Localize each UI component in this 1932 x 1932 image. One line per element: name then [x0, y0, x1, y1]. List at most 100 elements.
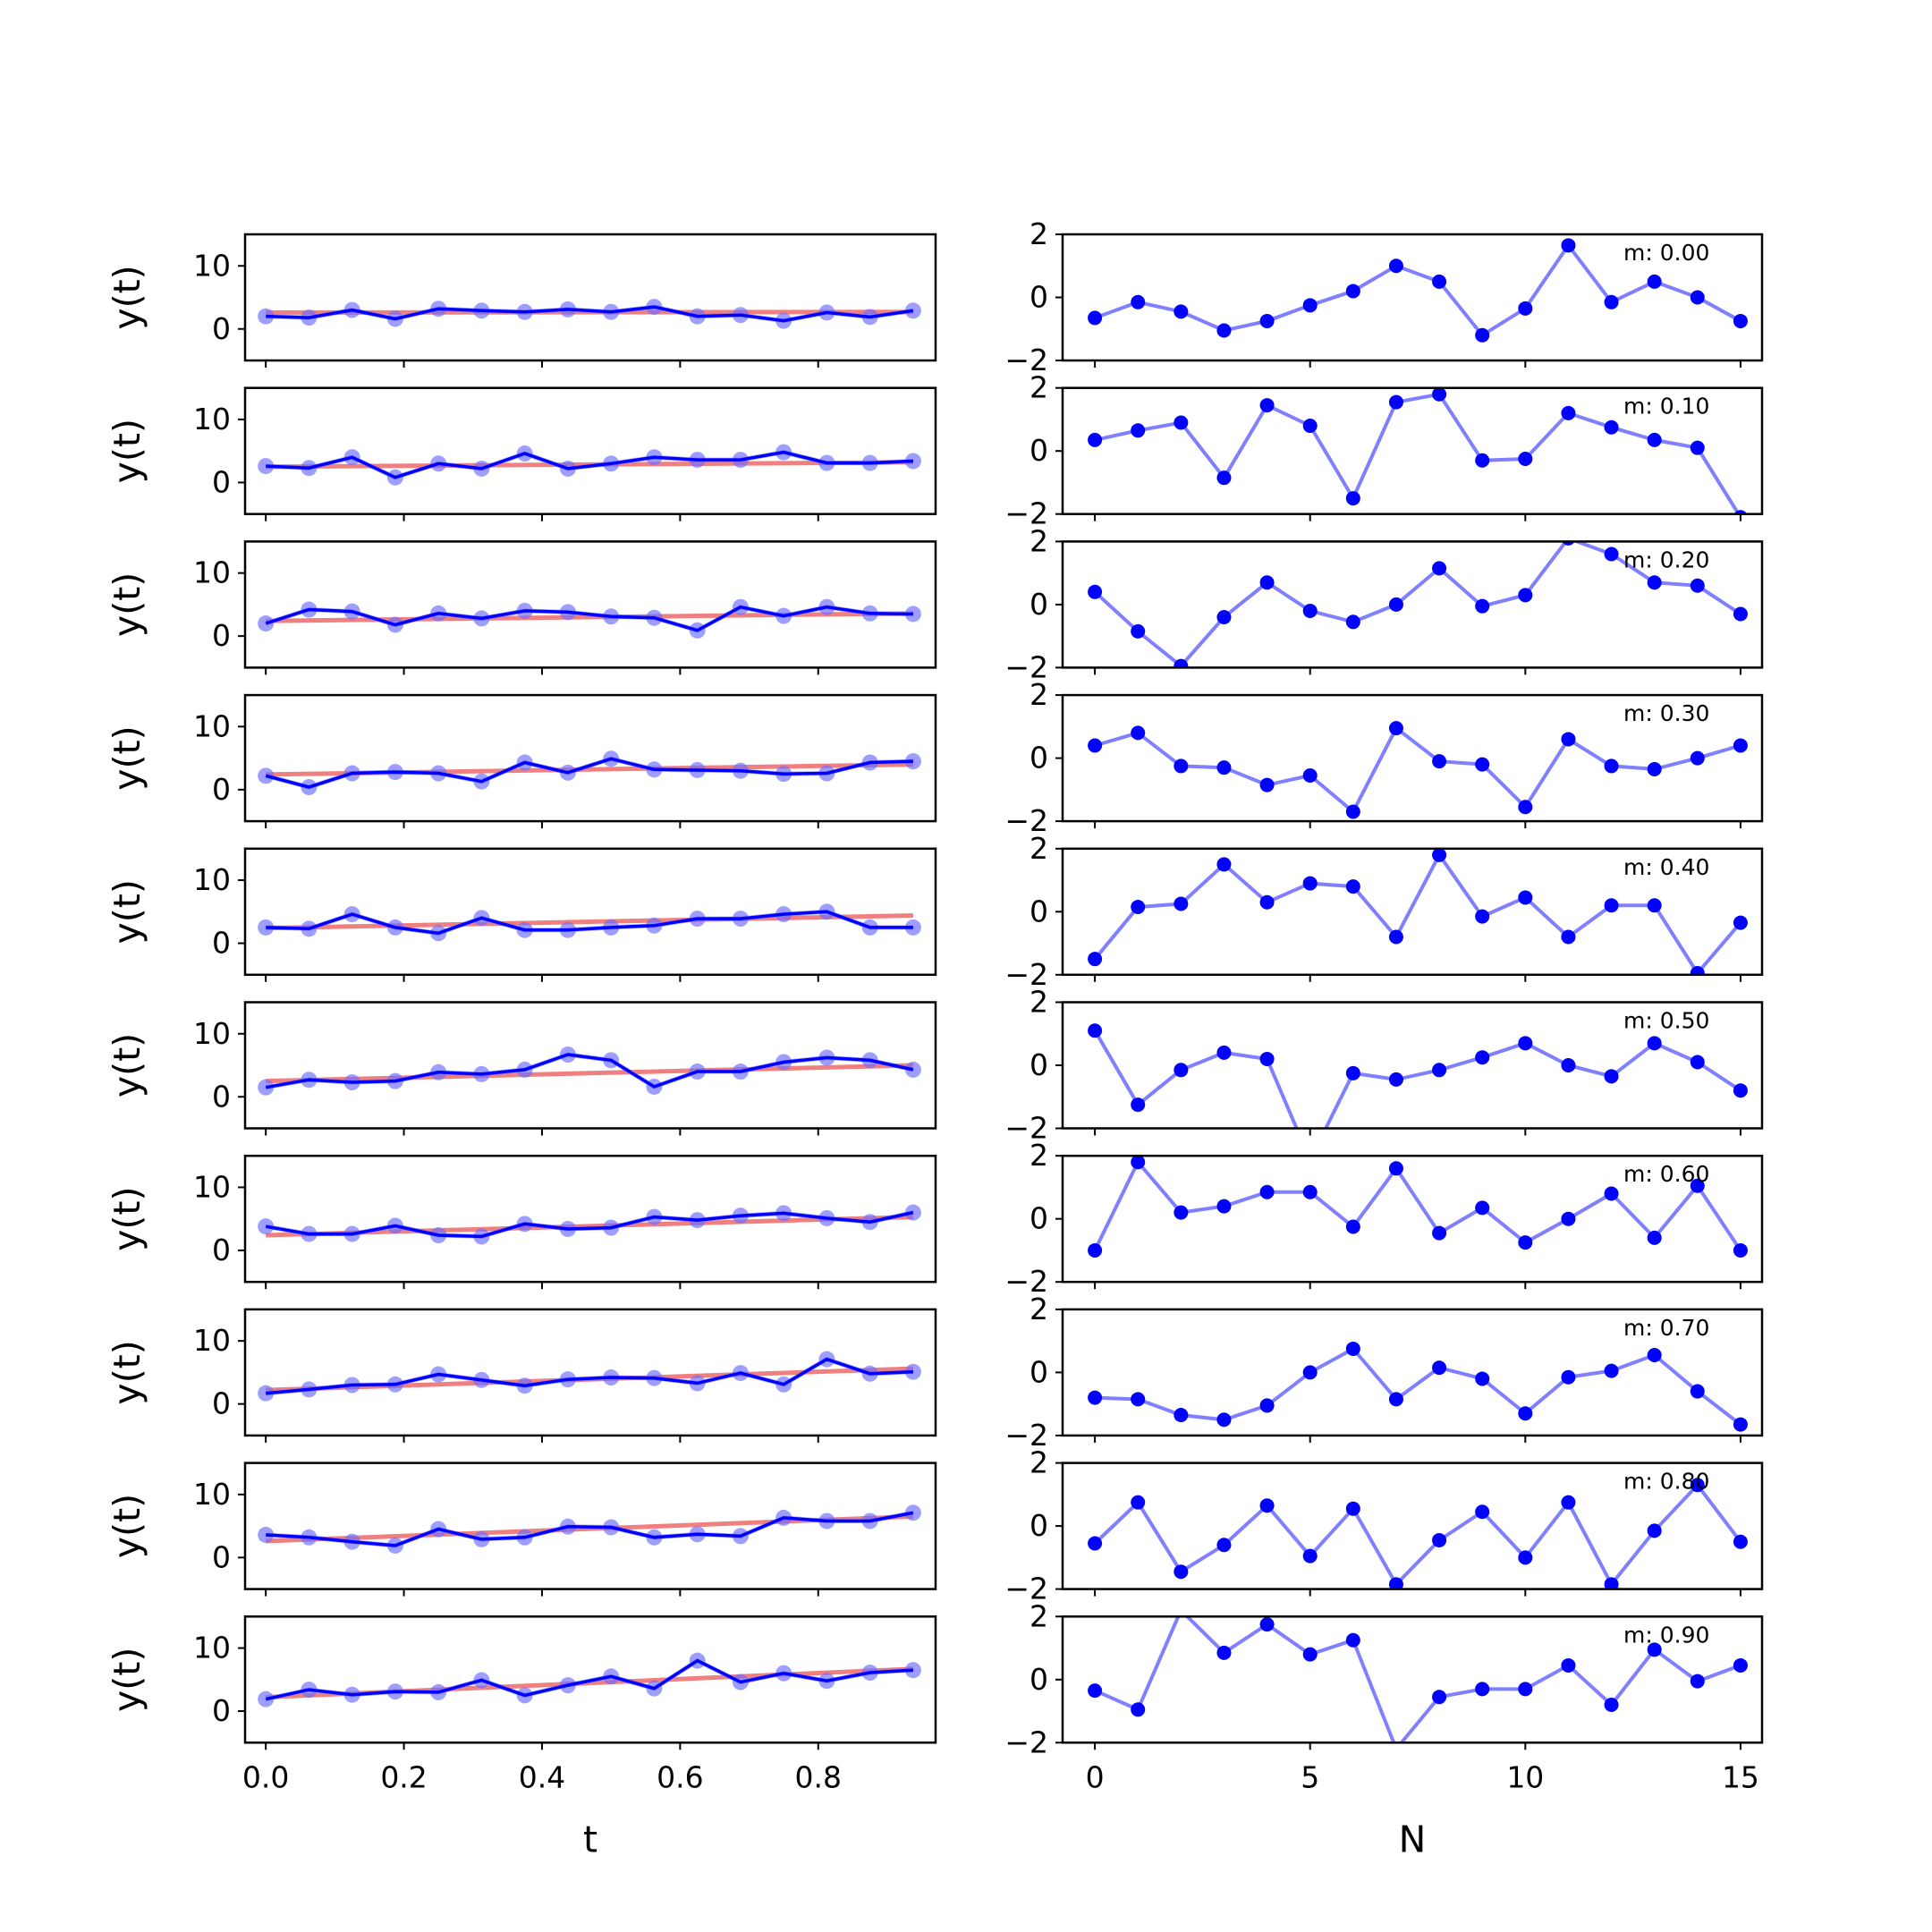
m-annotation: m: 0.40 — [1623, 854, 1709, 880]
residual-panel-4: 2 0 −2 m: 0.40 — [1004, 831, 1764, 992]
y-tick-label: 2 — [1030, 1598, 1048, 1633]
plot-frame — [243, 540, 937, 669]
y-tick-label: −2 — [1004, 1724, 1048, 1759]
y-tick-label: 0 — [212, 464, 231, 499]
residual-point — [1604, 419, 1619, 435]
y-tick-label: 2 — [1030, 216, 1048, 251]
residual-point — [1647, 575, 1662, 590]
plot-frame — [243, 1308, 937, 1437]
residual-point — [1174, 1063, 1189, 1078]
residual-point — [1733, 1534, 1748, 1549]
residual-point — [1088, 1390, 1103, 1405]
m-annotation: m: 0.80 — [1623, 1469, 1709, 1495]
residual-point — [1604, 1186, 1619, 1201]
signal-panel-1: 0 10 y(t) — [106, 386, 937, 521]
data-line — [265, 1210, 914, 1239]
residual-point — [1345, 1632, 1360, 1648]
data-point — [258, 1690, 275, 1707]
signal-panel-4: 0 10 y(t) — [106, 847, 937, 982]
x-tick-label: 0.6 — [657, 1759, 703, 1794]
residual-point — [1174, 415, 1189, 430]
y-tick-label: 10 — [193, 862, 231, 897]
residual-point — [1259, 575, 1275, 590]
residual-point — [1259, 1184, 1275, 1199]
y-tick-label: 0 — [212, 1539, 231, 1574]
residual-line — [1094, 725, 1741, 815]
y-axis-label: y(t) — [106, 1187, 148, 1251]
residual-point — [1088, 1023, 1103, 1038]
y-tick-label: 0 — [1030, 1047, 1048, 1082]
residual-point — [1302, 1548, 1318, 1563]
residual-point — [1345, 284, 1360, 299]
x-axis-label-n: N — [1399, 1818, 1427, 1860]
data-point — [904, 606, 921, 623]
residual-series — [1088, 1156, 1748, 1258]
plot-frame — [243, 1462, 937, 1590]
residual-point — [1131, 1156, 1146, 1170]
residual-series — [1088, 1616, 1748, 1743]
data-line — [266, 910, 913, 936]
y-tick-label: 10 — [193, 1169, 231, 1204]
residual-point — [1088, 738, 1103, 753]
residual-point — [1088, 432, 1103, 447]
y-tick-label: 10 — [193, 1631, 231, 1665]
data-line — [266, 305, 914, 323]
residual-point — [1647, 761, 1662, 776]
residual-point — [1345, 1501, 1360, 1516]
fit-line — [266, 913, 913, 931]
residual-panel-6: 2 0 −2 m: 0.60 — [1004, 1138, 1764, 1299]
residual-point — [1733, 1083, 1748, 1098]
residual-point — [1388, 1161, 1403, 1176]
residual-point — [1131, 1495, 1146, 1510]
y-tick-label: 0 — [1030, 587, 1048, 622]
plot-frame — [1061, 1308, 1764, 1437]
residual-point — [1088, 952, 1103, 967]
residual-point — [1561, 732, 1576, 747]
y-tick-label: 0 — [212, 1386, 231, 1421]
residual-point — [1131, 725, 1146, 741]
residual-series — [1088, 1478, 1748, 1589]
residual-line — [1094, 242, 1741, 338]
residual-point — [1131, 1702, 1146, 1717]
y-tick-label: 0 — [1030, 1508, 1048, 1543]
x-tick-label: 10 — [1506, 1759, 1544, 1794]
residual-point — [1432, 1690, 1447, 1705]
fit-line — [266, 1063, 913, 1084]
residual-point — [1216, 1199, 1232, 1214]
y-tick-label: 2 — [1030, 677, 1048, 712]
y-tick-label: −2 — [1004, 957, 1048, 992]
residual-point — [1604, 1577, 1619, 1589]
residual-point — [1518, 1036, 1533, 1051]
y-tick-label: −2 — [1004, 343, 1048, 377]
data-line — [265, 605, 913, 632]
residual-point — [1302, 1184, 1318, 1199]
residual-point — [1733, 606, 1748, 622]
residual-point — [1604, 898, 1619, 913]
plot-frame — [1061, 1615, 1764, 1744]
residual-point — [1604, 758, 1619, 774]
residual-point — [1302, 419, 1318, 433]
y-tick-label: 0 — [212, 1693, 231, 1728]
residual-point — [1604, 294, 1619, 309]
y-axis-label: y(t) — [106, 879, 148, 944]
residual-point — [1259, 777, 1275, 792]
y-tick-label: −2 — [1004, 1572, 1048, 1606]
residual-point — [1647, 1036, 1662, 1051]
residual-point — [1475, 453, 1490, 468]
residual-point — [1690, 750, 1705, 766]
residual-point — [1345, 491, 1360, 506]
residual-point — [1561, 1058, 1576, 1072]
plot-frame — [1061, 233, 1764, 362]
residual-point — [1388, 1072, 1403, 1087]
m-annotation: m: 0.90 — [1623, 1622, 1709, 1648]
x-tick-label: 0 — [1086, 1759, 1105, 1794]
data-point — [904, 302, 921, 319]
m-annotation: m: 0.00 — [1623, 240, 1709, 266]
y-tick-label: −2 — [1004, 803, 1048, 838]
plot-frame — [243, 693, 937, 823]
plot-frame — [1061, 1462, 1764, 1590]
residual-line — [1094, 392, 1741, 514]
residual-point — [1561, 929, 1576, 945]
residual-point — [1518, 1550, 1533, 1565]
residual-point — [1216, 323, 1232, 338]
